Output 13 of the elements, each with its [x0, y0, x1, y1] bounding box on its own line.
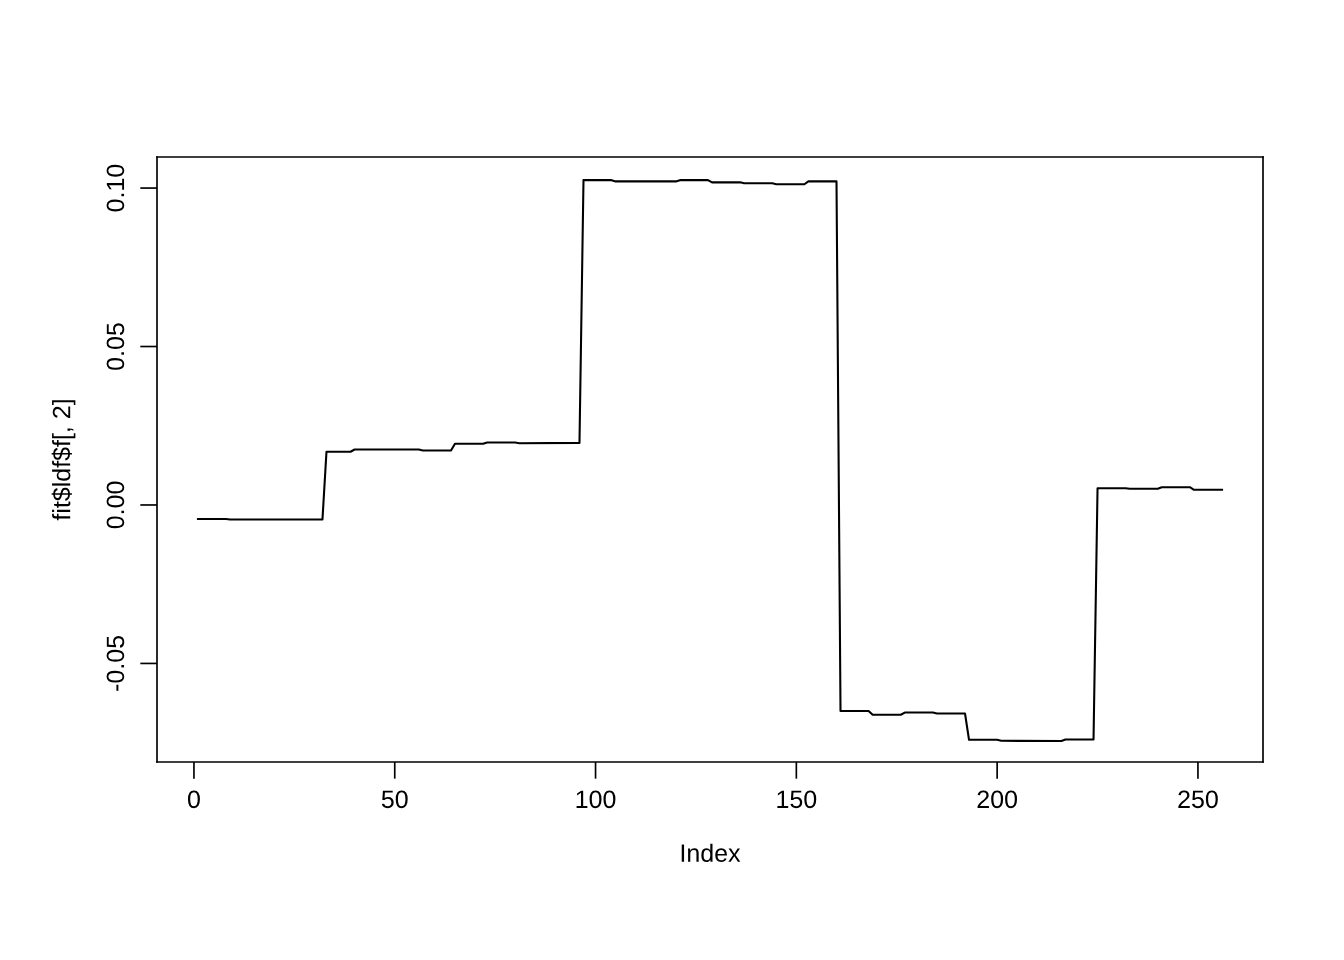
y-tick-label: -0.05 — [106, 635, 125, 691]
line-series — [196, 179, 1224, 743]
x-tick-label: 200 — [977, 790, 1018, 809]
x-tick-label: 250 — [1178, 790, 1218, 809]
y-tick-label: 0.05 — [106, 323, 125, 370]
x-tick-label: 0 — [187, 790, 200, 809]
x-tick-label: 150 — [777, 790, 817, 809]
y-tick-label: 0.00 — [106, 481, 125, 529]
x-tick-label: 100 — [576, 790, 616, 809]
y-tick-label: 0.10 — [106, 164, 125, 212]
x-tick-label: 50 — [381, 790, 408, 809]
x-axis-title: Index — [681, 843, 741, 862]
y-axis-title: fit$ldf$f[, 2] — [51, 400, 76, 521]
